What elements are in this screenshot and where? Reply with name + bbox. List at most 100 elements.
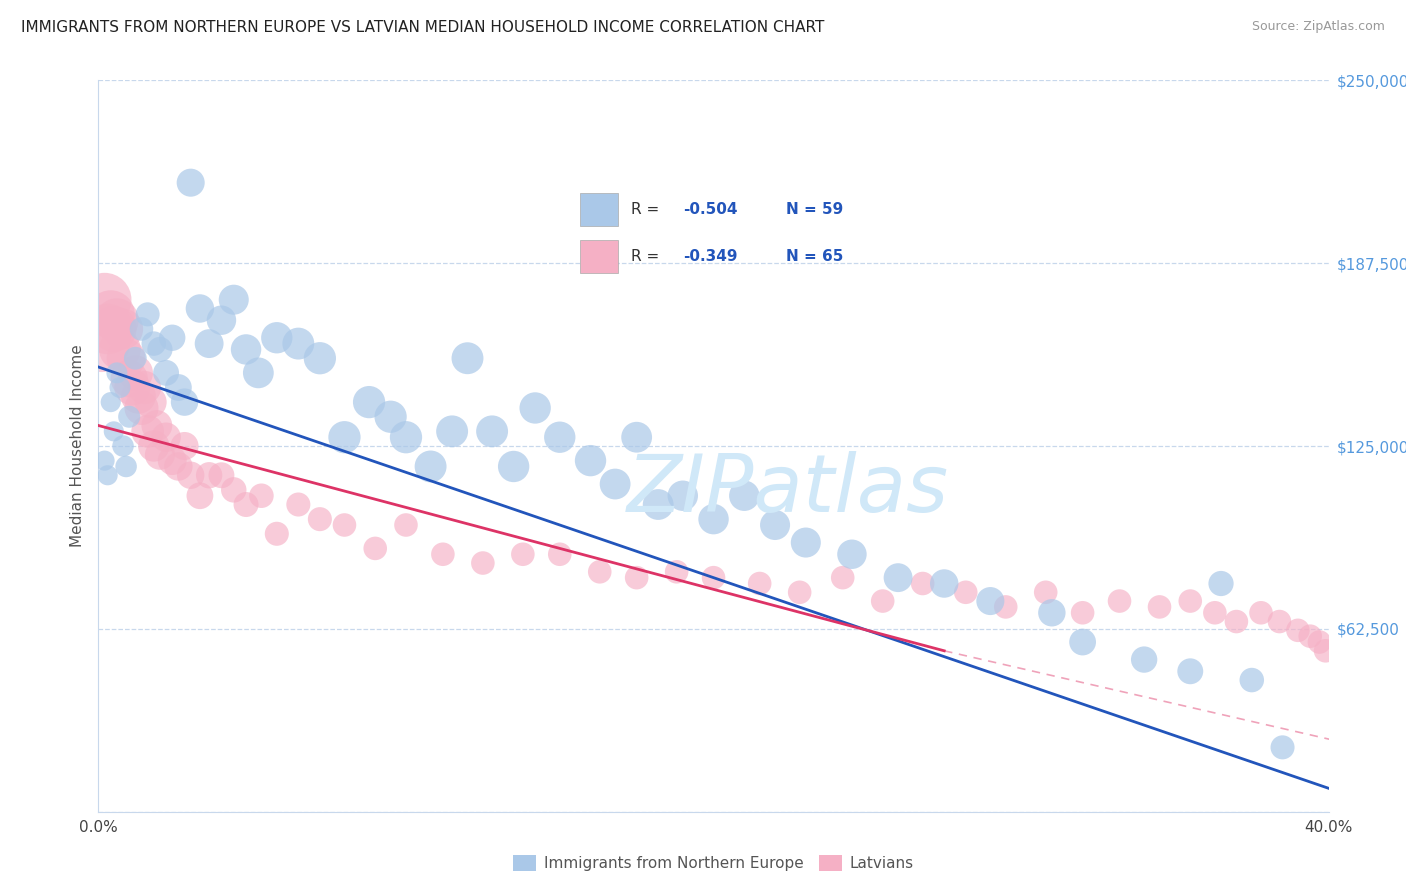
Point	[198, 336, 221, 351]
Point	[432, 547, 454, 561]
Point	[167, 459, 190, 474]
Point	[471, 556, 494, 570]
Point	[364, 541, 387, 556]
Text: ZIPatlas: ZIPatlas	[626, 450, 949, 529]
Point	[647, 498, 669, 512]
Point	[911, 576, 934, 591]
Point	[211, 468, 233, 483]
Point	[626, 430, 648, 444]
Point	[395, 518, 418, 533]
Point	[93, 293, 115, 307]
Point	[139, 395, 162, 409]
Point	[794, 535, 817, 549]
Point	[162, 453, 183, 467]
Point	[1308, 635, 1330, 649]
Point	[548, 547, 571, 561]
Point	[112, 439, 135, 453]
Point	[167, 380, 190, 394]
Point	[1035, 585, 1057, 599]
Point	[162, 331, 183, 345]
Point	[1209, 576, 1232, 591]
Point	[1250, 606, 1272, 620]
Point	[789, 585, 811, 599]
Point	[357, 395, 380, 409]
Point	[131, 401, 153, 415]
Point	[118, 409, 141, 424]
Point	[1180, 665, 1202, 679]
Point	[333, 518, 356, 533]
Point	[287, 498, 309, 512]
Point	[250, 489, 273, 503]
Point	[1204, 606, 1226, 620]
Point	[502, 459, 524, 474]
Point	[831, 571, 853, 585]
Point	[1040, 606, 1063, 620]
Point	[872, 594, 894, 608]
Point	[456, 351, 478, 366]
Point	[149, 343, 172, 357]
Point	[115, 351, 138, 366]
Point	[703, 512, 725, 526]
Point	[105, 366, 128, 380]
Point	[665, 565, 688, 579]
Point	[211, 313, 233, 327]
Point	[441, 425, 464, 439]
Point	[733, 489, 755, 503]
Point	[103, 425, 125, 439]
Point	[1225, 615, 1247, 629]
Point	[247, 366, 270, 380]
Point	[142, 336, 165, 351]
Point	[180, 176, 202, 190]
Text: IMMIGRANTS FROM NORTHERN EUROPE VS LATVIAN MEDIAN HOUSEHOLD INCOME CORRELATION C: IMMIGRANTS FROM NORTHERN EUROPE VS LATVI…	[21, 20, 824, 35]
Legend: Immigrants from Northern Europe, Latvians: Immigrants from Northern Europe, Latvian…	[508, 849, 920, 877]
Point	[222, 293, 245, 307]
Point	[481, 425, 503, 439]
Point	[100, 307, 122, 321]
Point	[887, 571, 910, 585]
Point	[180, 468, 202, 483]
Point	[142, 439, 165, 453]
Point	[121, 380, 143, 394]
Point	[934, 576, 956, 591]
Point	[1180, 594, 1202, 608]
Point	[955, 585, 977, 599]
Point	[672, 489, 695, 503]
Point	[188, 301, 211, 316]
Point	[149, 448, 172, 462]
Point	[112, 322, 135, 336]
Point	[266, 526, 288, 541]
Point	[309, 512, 332, 526]
Point	[118, 372, 141, 386]
Point	[108, 380, 131, 394]
Point	[380, 409, 402, 424]
Point	[97, 322, 120, 336]
Point	[589, 565, 612, 579]
Point	[524, 401, 547, 415]
Point	[579, 453, 602, 467]
Point	[605, 477, 627, 491]
Point	[90, 336, 112, 351]
Point	[1271, 740, 1294, 755]
Point	[115, 459, 138, 474]
Point	[1286, 624, 1309, 638]
Point	[155, 430, 177, 444]
Point	[419, 459, 441, 474]
Point	[105, 313, 128, 327]
Point	[512, 547, 534, 561]
Point	[1108, 594, 1130, 608]
Point	[134, 380, 156, 394]
Y-axis label: Median Household Income: Median Household Income	[69, 344, 84, 548]
Point	[994, 599, 1017, 614]
Point	[309, 351, 332, 366]
Point	[222, 483, 245, 497]
Point	[100, 395, 122, 409]
Point	[1299, 629, 1322, 643]
Point	[127, 389, 149, 403]
Point	[136, 425, 159, 439]
Point	[748, 576, 770, 591]
Point	[1315, 644, 1337, 658]
Point	[1240, 673, 1263, 687]
Point	[235, 343, 257, 357]
Point	[124, 351, 146, 366]
Point	[395, 430, 418, 444]
